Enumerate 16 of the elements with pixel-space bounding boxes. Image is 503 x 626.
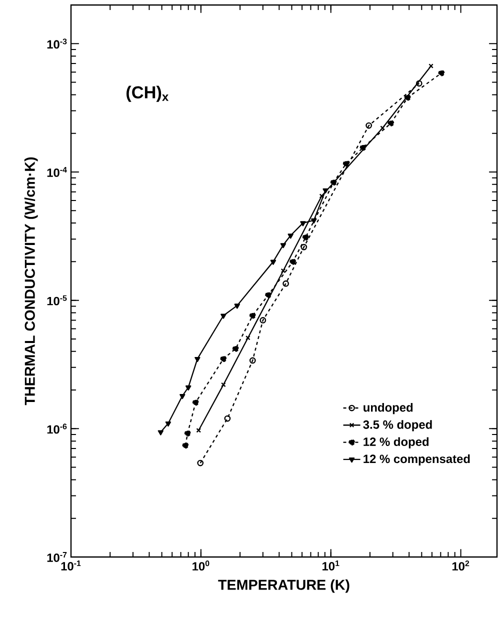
y-tick-label: 10$^{-3}$: [47, 38, 67, 49]
x-tick-label: 10$^{2}$: [452, 560, 470, 571]
y-tick-label: 10$^{-6}$: [47, 424, 67, 434]
x-axis-title: TEMPERATURE (K): [218, 579, 350, 593]
y-axis-title: THERMAL CONDUCTIVITY (W/cm·K): [24, 157, 38, 406]
annotation: (CH)$_{x}$: [126, 86, 169, 102]
x-tick-label: 10$^{-1}$: [61, 560, 81, 570]
legend-label: undoped: [364, 402, 413, 414]
legend-label: 12 % compensated: [364, 454, 470, 466]
x-tick-label: 10$^{1}$: [322, 560, 340, 570]
y-tick-label: 10$^{-4}$: [47, 167, 67, 177]
y-tick-label: 10$^{-5}$: [47, 295, 67, 306]
legend-label: 3.5 % doped: [363, 420, 432, 432]
y-tick-label: 10$^{-7}$: [47, 552, 67, 562]
legend-label: 12 % doped: [364, 437, 429, 448]
x-tick-label: 10$^{0}$: [192, 560, 210, 571]
